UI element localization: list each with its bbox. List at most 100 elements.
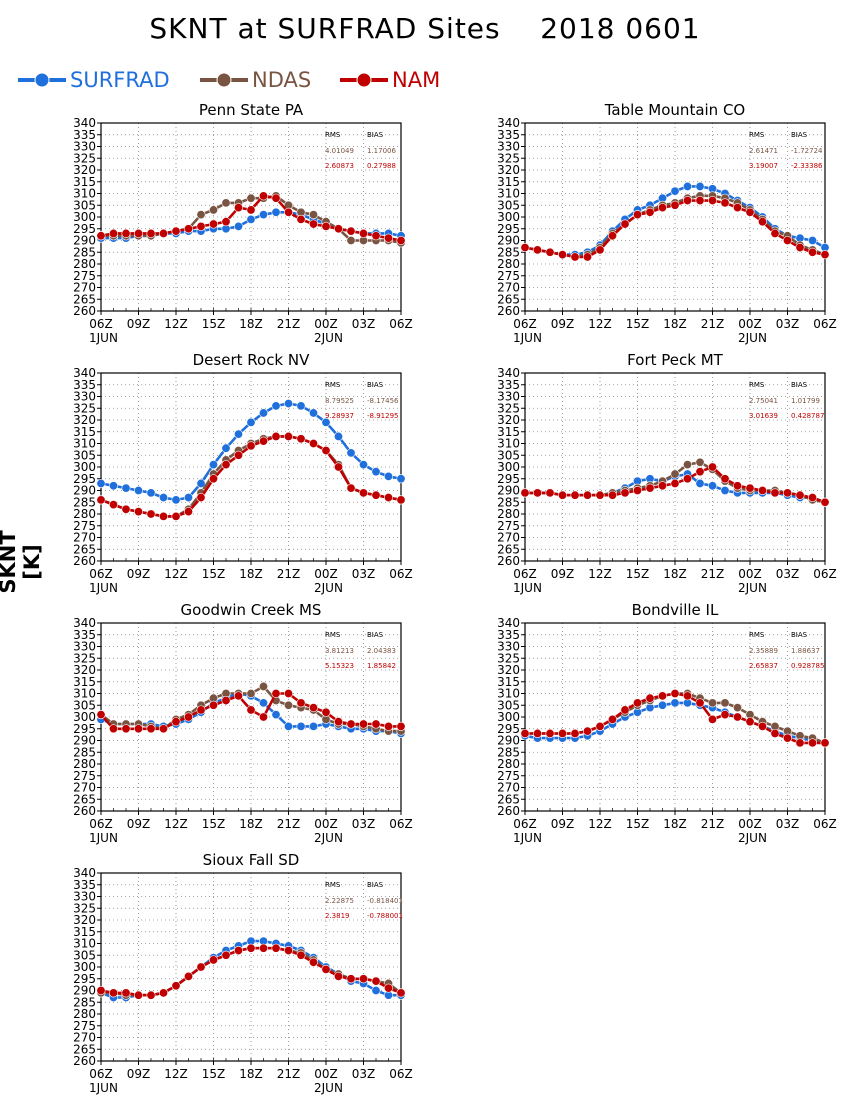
stats-ndas-bias: -0.818401: [367, 897, 403, 905]
data-point-nam: [258, 712, 268, 722]
y-tick-label: 305: [73, 198, 96, 212]
y-tick-label: 265: [73, 792, 96, 806]
x-tick-label: 06Z: [89, 817, 113, 831]
stats-nam-rms: 2.60873: [325, 162, 354, 170]
data-point-nam: [782, 236, 792, 246]
x-tick-label: 06Z: [513, 317, 537, 331]
stats-nam-rms: 3.19007: [749, 162, 778, 170]
data-point-surfrad: [670, 186, 680, 196]
data-point-nam: [620, 488, 630, 498]
y-tick-label: 330: [73, 890, 96, 904]
stats-header-rms: RMS: [325, 131, 341, 139]
data-point-nam: [645, 483, 655, 493]
x-tick-label: 18Z: [663, 317, 687, 331]
data-point-nam: [371, 490, 381, 500]
y-tick-label: 285: [73, 995, 96, 1009]
data-point-surfrad: [358, 460, 368, 470]
data-point-ndas: [196, 210, 206, 220]
data-point-nam: [296, 434, 306, 444]
data-point-nam: [620, 219, 630, 229]
x-tick-label: 15Z: [202, 817, 226, 831]
data-point-nam: [782, 488, 792, 498]
data-point-ndas: [707, 698, 717, 708]
data-point-surfrad: [234, 429, 244, 439]
y-tick-label: 265: [73, 292, 96, 306]
data-point-nam: [595, 490, 605, 500]
legend-label-nam: NAM: [392, 68, 441, 92]
data-point-nam: [109, 988, 119, 998]
stats-ndas-rms: 2.35889: [749, 647, 778, 655]
data-point-nam: [570, 728, 580, 738]
y-tick-label: 295: [73, 222, 96, 236]
data-point-nam: [321, 964, 331, 974]
x-tick-label: 09Z: [551, 317, 575, 331]
data-point-nam: [570, 252, 580, 262]
data-point-nam: [682, 691, 692, 701]
data-point-nam: [383, 721, 393, 731]
data-point-surfrad: [184, 493, 194, 503]
data-point-nam: [96, 985, 106, 995]
y-tick-label: 290: [73, 484, 96, 498]
data-point-nam: [371, 231, 381, 241]
data-point-nam: [396, 236, 406, 246]
data-point-ndas: [732, 703, 742, 713]
data-point-nam: [333, 462, 343, 472]
x-tick-label: 00Z: [314, 1067, 338, 1081]
x-tick-label: 06Z: [513, 567, 537, 581]
plot-frame: [100, 122, 402, 312]
y-tick-label: 335: [497, 378, 520, 392]
stats-header-bias: BIAS: [791, 381, 808, 389]
data-point-surfrad: [296, 401, 306, 411]
chart-panel: Desert Rock NV26026527027528028529029530…: [73, 351, 413, 595]
x-tick-label: 18Z: [239, 817, 263, 831]
data-point-nam: [121, 724, 131, 734]
y-tick-label: 270: [73, 781, 96, 795]
x-tick-label: 03Z: [776, 317, 800, 331]
data-point-nam: [196, 221, 206, 231]
data-point-surfrad: [707, 481, 717, 491]
panel-title: Desert Rock NV: [193, 351, 310, 369]
data-point-nam: [283, 946, 293, 956]
y-tick-label: 330: [73, 390, 96, 404]
x-date-label: 1JUN: [89, 331, 118, 345]
x-date-label: 2JUN: [738, 831, 767, 845]
x-tick-label: 03Z: [776, 817, 800, 831]
data-point-surfrad: [371, 467, 381, 477]
data-point-nam: [520, 728, 530, 738]
x-tick-label: 00Z: [738, 317, 762, 331]
stats-ndas-rms: 8.79525: [325, 397, 354, 405]
data-point-surfrad: [396, 474, 406, 484]
y-tick-label: 320: [73, 413, 96, 427]
data-point-nam: [807, 738, 817, 748]
data-point-surfrad: [720, 485, 730, 495]
data-point-nam: [757, 721, 767, 731]
y-tick-label: 285: [497, 745, 520, 759]
stats-header-rms: RMS: [749, 131, 765, 139]
y-tick-label: 310: [497, 687, 520, 701]
data-point-nam: [271, 688, 281, 698]
data-point-nam: [657, 481, 667, 491]
y-tick-label: 270: [73, 281, 96, 295]
stats-header-rms: RMS: [325, 881, 341, 889]
stats-ndas-rms: 2.61471: [749, 147, 778, 155]
data-point-nam: [96, 495, 106, 505]
y-tick-label: 315: [497, 675, 520, 689]
x-date-label: 2JUN: [314, 831, 343, 845]
data-point-nam: [820, 738, 830, 748]
y-tick-label: 275: [497, 269, 520, 283]
data-point-nam: [271, 193, 281, 203]
x-tick-label: 12Z: [588, 317, 612, 331]
stats-nam-bias: 0.27988: [367, 162, 396, 170]
y-tick-label: 290: [497, 734, 520, 748]
y-tick-label: 270: [73, 531, 96, 545]
x-tick-label: 09Z: [127, 567, 151, 581]
x-date-label: 2JUN: [314, 1081, 343, 1095]
y-tick-label: 280: [497, 757, 520, 771]
data-point-nam: [258, 191, 268, 201]
panel-title: Table Mountain CO: [604, 101, 746, 119]
data-point-nam: [209, 955, 219, 965]
plot-frame: [524, 122, 826, 312]
y-tick-label: 285: [73, 495, 96, 509]
data-point-nam: [196, 705, 206, 715]
